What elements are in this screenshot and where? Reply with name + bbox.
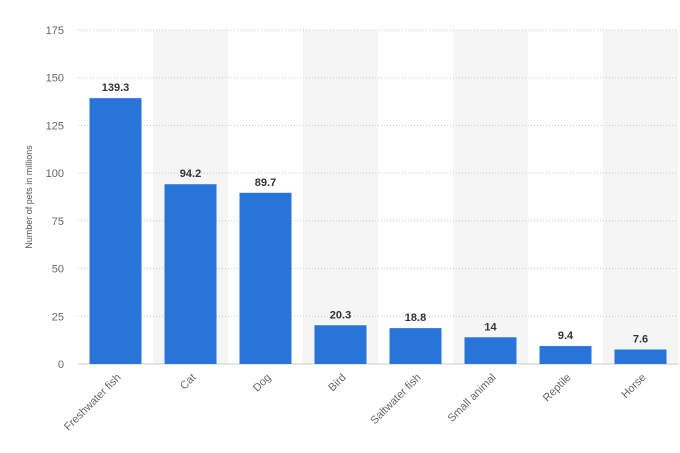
data-label: 7.6 [633,333,648,345]
band-5 [453,30,528,364]
data-label: 89.7 [255,177,276,189]
bar-0 [89,98,142,365]
y-tick-label: 150 [46,73,64,85]
y-axis-label: Number of pets in millions [24,145,34,249]
data-label: 94.2 [180,168,201,180]
y-tick-label: 175 [46,25,64,37]
data-labels: 139.3 94.2 89.7 20.3 18.8 14 9.4 7.6 [102,82,648,345]
bar-6 [539,346,592,364]
data-label: 9.4 [558,330,574,342]
x-tick-label: Small animal [446,372,499,425]
bar-7 [614,349,667,364]
y-tick-label: 100 [46,168,64,180]
bar-2 [239,192,292,364]
bars [89,98,667,365]
bar-5 [464,337,517,364]
y-tick-label: 125 [46,120,64,132]
alternating-bands [153,30,678,364]
y-tick-label: 0 [58,359,64,371]
x-tick-label: Cat [178,372,199,393]
x-tick-label: Reptile [541,372,574,405]
bar-1 [164,184,217,364]
x-axis-labels: Freshwater fish Cat Dog Bird Saltwater fish S… [62,372,649,434]
bar-3 [314,325,367,364]
x-tick-label: Bird [326,372,348,394]
band-3 [303,30,378,364]
x-tick-label: Freshwater fish [62,372,124,434]
band-7 [603,30,678,364]
x-tick-label: Dog [251,372,274,395]
y-axis-ticks: 0 25 50 75 100 125 150 175 [46,25,64,371]
data-label: 14 [484,321,497,333]
bar-4 [389,328,442,364]
data-label: 139.3 [102,82,130,94]
y-tick-label: 50 [52,264,64,276]
y-tick-label: 25 [52,311,64,323]
y-tick-label: 75 [52,216,64,228]
data-label: 20.3 [330,309,351,321]
x-tick-label: Horse [619,372,648,401]
data-label: 18.8 [405,312,426,324]
x-tick-label: Saltwater fish [368,372,423,427]
